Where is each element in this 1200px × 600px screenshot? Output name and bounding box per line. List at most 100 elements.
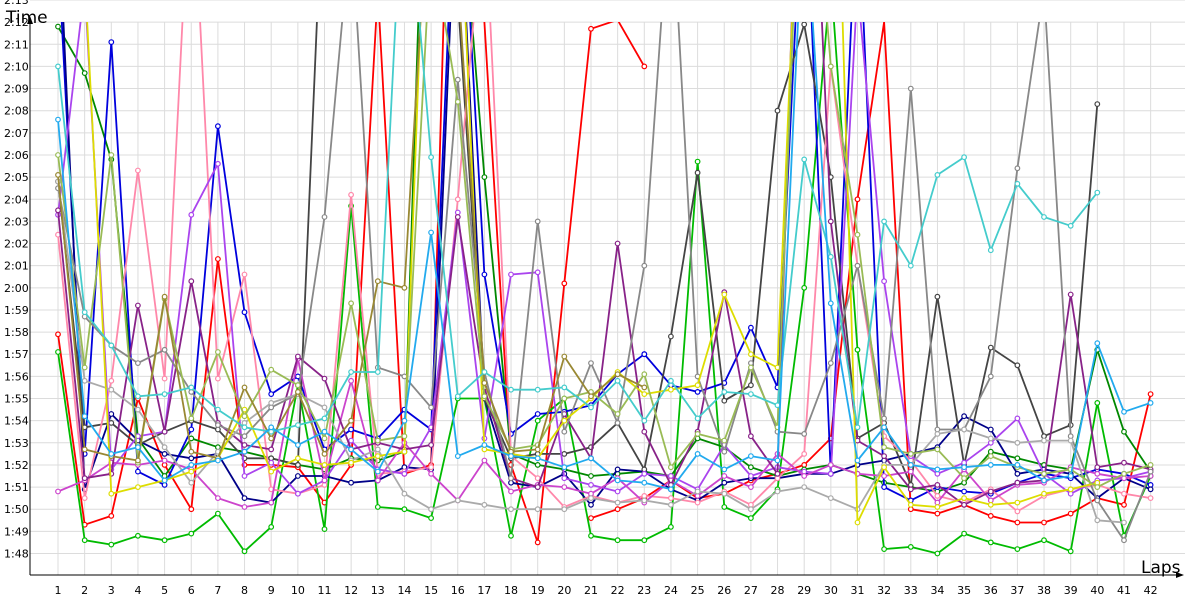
data-point xyxy=(534,484,541,491)
data-point xyxy=(321,477,328,484)
y-tick-label: 2:12 xyxy=(4,16,29,29)
x-tick-label: 33 xyxy=(904,584,918,597)
data-point xyxy=(668,524,674,530)
data-point xyxy=(481,457,488,464)
data-point xyxy=(934,504,941,510)
data-point xyxy=(614,377,621,384)
data-point xyxy=(268,435,275,442)
data-point xyxy=(55,207,61,214)
data-point xyxy=(295,382,301,389)
data-point xyxy=(748,351,754,358)
x-tick-label: 14 xyxy=(397,584,411,597)
data-point xyxy=(401,433,408,440)
x-tick-label: 1 xyxy=(55,584,62,597)
data-point xyxy=(108,541,115,548)
data-point xyxy=(1121,459,1127,466)
y-tick-label: 1:49 xyxy=(4,525,29,538)
data-point xyxy=(321,404,328,411)
data-point xyxy=(188,479,195,486)
data-point xyxy=(481,442,488,448)
x-tick-label: 39 xyxy=(1064,584,1078,597)
data-point xyxy=(401,506,408,513)
data-point xyxy=(534,462,541,468)
data-point xyxy=(614,499,621,506)
data-point xyxy=(1121,490,1127,497)
data-point xyxy=(481,501,488,508)
data-point xyxy=(614,477,621,484)
data-point xyxy=(1014,508,1021,515)
data-point xyxy=(1014,415,1021,422)
data-point xyxy=(641,262,648,269)
data-point xyxy=(827,470,834,477)
data-point xyxy=(614,240,621,247)
x-tick-label: 10 xyxy=(291,584,305,597)
data-point xyxy=(374,477,381,484)
data-point xyxy=(108,411,115,417)
data-point xyxy=(534,386,541,393)
data-point xyxy=(1094,464,1101,471)
data-point xyxy=(641,351,648,358)
data-point xyxy=(907,544,914,550)
data-point xyxy=(534,506,541,513)
data-point xyxy=(987,539,994,546)
axes: Time Laps xyxy=(5,8,1184,578)
data-point xyxy=(561,280,568,287)
data-point xyxy=(827,253,834,260)
data-point xyxy=(55,23,61,30)
data-point xyxy=(401,284,408,291)
data-point xyxy=(1014,470,1021,477)
data-point xyxy=(321,451,328,457)
x-tick-label: 17 xyxy=(477,584,491,597)
series-lines xyxy=(55,22,1154,557)
data-point xyxy=(188,278,195,285)
data-point xyxy=(481,369,488,375)
data-point xyxy=(881,444,887,451)
data-point xyxy=(268,459,275,466)
data-point xyxy=(454,98,461,105)
data-point xyxy=(214,406,221,413)
data-point xyxy=(561,353,568,360)
data-point xyxy=(241,433,248,440)
data-point xyxy=(748,473,754,479)
series-line xyxy=(57,22,1152,493)
data-point xyxy=(428,515,435,521)
data-point xyxy=(614,371,621,378)
data-point xyxy=(774,107,781,114)
series-line xyxy=(62,22,1151,506)
data-point xyxy=(614,411,621,417)
data-point xyxy=(641,428,648,435)
data-point xyxy=(1094,517,1101,524)
data-point xyxy=(134,406,141,413)
y-tick-label: 2:04 xyxy=(4,193,29,206)
data-point xyxy=(694,499,701,506)
data-point xyxy=(1067,510,1074,517)
x-tick-label: 9 xyxy=(268,584,275,597)
data-point xyxy=(401,490,408,497)
data-point xyxy=(188,415,195,422)
data-point xyxy=(214,123,221,130)
data-point xyxy=(108,377,115,384)
data-point xyxy=(721,466,728,473)
data-point xyxy=(508,488,514,495)
data-point xyxy=(214,457,221,464)
data-point xyxy=(961,530,967,537)
data-point xyxy=(1014,165,1021,172)
data-point xyxy=(721,490,728,497)
data-point xyxy=(134,360,141,367)
x-tick-label: 25 xyxy=(691,584,705,597)
data-point xyxy=(1041,437,1047,444)
data-point xyxy=(881,278,887,285)
y-tick-label: 2:08 xyxy=(4,105,29,118)
data-point xyxy=(374,446,381,453)
series-line xyxy=(57,22,1151,513)
data-point xyxy=(668,386,674,393)
data-point xyxy=(295,389,301,395)
data-point xyxy=(987,435,994,442)
data-point xyxy=(241,448,248,455)
data-point xyxy=(268,391,275,398)
data-point xyxy=(907,262,914,269)
y-tick-label: 1:51 xyxy=(4,481,29,494)
data-point xyxy=(961,488,967,495)
data-point xyxy=(668,464,674,471)
data-point xyxy=(934,482,941,488)
